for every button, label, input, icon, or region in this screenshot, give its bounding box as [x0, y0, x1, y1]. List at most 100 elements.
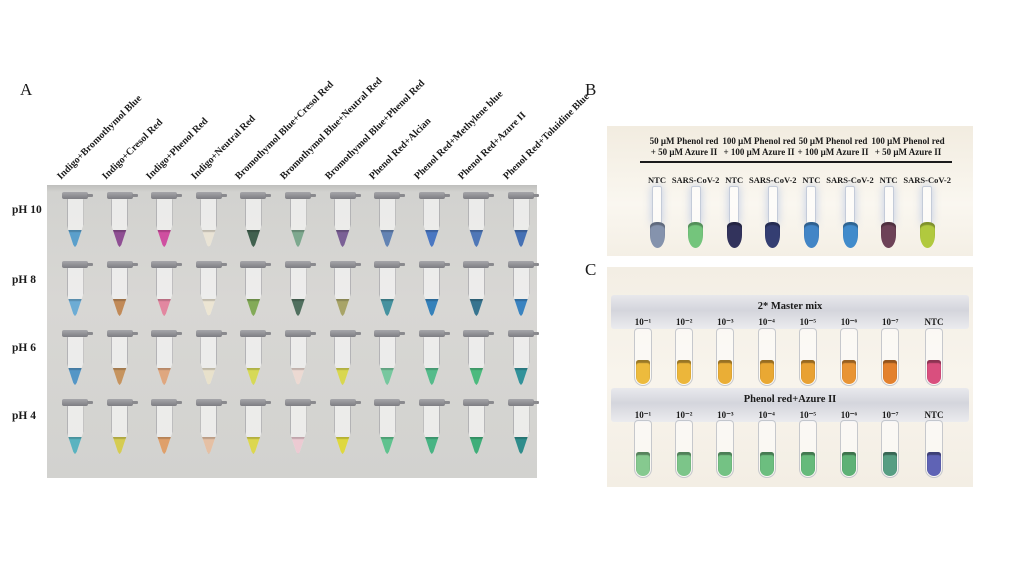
sample-label: NTC — [879, 175, 898, 185]
tube-liquid — [759, 452, 774, 476]
tube — [147, 330, 183, 392]
tube-liquid — [289, 299, 307, 316]
row-title: 2* Master mix — [757, 301, 823, 312]
tube-liquid — [927, 360, 941, 384]
tube-cap — [508, 399, 539, 406]
tube — [802, 186, 820, 250]
tube-cap — [285, 330, 316, 337]
tube-body — [66, 404, 84, 454]
tube-cap — [285, 192, 316, 199]
tube-liquid — [334, 437, 352, 454]
reagent-group-label: 50 μM Phenol red + 100 μM Azure II — [789, 136, 877, 163]
tube-body — [767, 186, 778, 224]
tube-body — [289, 335, 307, 385]
tube-rack — [611, 295, 969, 329]
tube-body — [922, 186, 933, 224]
tube-liquid — [111, 299, 129, 316]
tube-cap — [240, 330, 272, 337]
tube-liquid — [289, 368, 307, 385]
tube-body — [798, 420, 817, 478]
tube-liquid — [66, 299, 84, 316]
tube-liquid — [927, 452, 941, 476]
tube — [326, 399, 361, 461]
tube — [415, 261, 450, 323]
tube-cap — [151, 192, 183, 199]
tube-body — [66, 335, 84, 385]
tube — [147, 399, 183, 461]
tube-liquid — [200, 299, 218, 316]
tube-body — [634, 328, 652, 386]
reagent-group-line2: + 50 μM Azure II — [874, 147, 942, 157]
panel-c-letter: C — [585, 260, 597, 279]
tube — [192, 399, 227, 461]
dilution-label: 10⁻² — [675, 410, 693, 420]
reagent-group-line2: + 100 μM Azure II — [797, 147, 869, 157]
tube — [839, 328, 859, 388]
tube-liquid — [467, 230, 485, 247]
reagent-group-line1: 100 μM Phenol red — [722, 136, 796, 146]
tube-body — [883, 186, 894, 224]
tube — [715, 328, 735, 388]
tube — [504, 261, 539, 323]
tube — [757, 420, 777, 480]
tube-body — [423, 404, 441, 454]
tube-body — [289, 197, 307, 247]
tube-liquid — [842, 222, 858, 248]
tube-cap — [508, 192, 539, 199]
sample-label: SARS-CoV-2 — [671, 175, 720, 185]
tube-liquid — [200, 368, 218, 385]
tube-liquid — [467, 299, 485, 316]
dilution-label: 10⁻³ — [717, 317, 734, 327]
tube-body — [690, 186, 701, 224]
dilution-label: 10⁻⁵ — [799, 410, 817, 420]
tube — [504, 399, 539, 461]
dilution-label: 10⁻² — [675, 317, 693, 327]
tube-liquid — [881, 222, 897, 248]
panel-a-letter: A — [20, 80, 33, 99]
tube-body — [423, 197, 441, 247]
tube-liquid — [883, 452, 898, 476]
panel-b-photo: 50 μM Phenol red + 50 μM Azure II 100 μM P… — [607, 126, 973, 256]
tube-cap — [463, 330, 495, 337]
tube-cap — [106, 261, 138, 268]
tube-body — [925, 420, 943, 478]
panel-b-letter: B — [585, 80, 597, 99]
tube-body — [840, 420, 858, 478]
tube — [757, 328, 777, 388]
tube — [880, 186, 898, 250]
tube-cap — [240, 399, 272, 406]
tube — [725, 186, 743, 250]
tube-liquid — [289, 230, 307, 247]
tube-body — [467, 404, 485, 454]
tube-cap — [62, 261, 93, 268]
tube — [103, 261, 138, 323]
tube-liquid — [467, 437, 485, 454]
tube-body — [111, 197, 129, 247]
tube-liquid — [467, 368, 485, 385]
tube-liquid — [512, 299, 530, 316]
tube — [504, 192, 539, 254]
dilution-label: 10⁻⁶ — [840, 317, 858, 327]
tube-liquid — [512, 230, 530, 247]
tube-liquid — [155, 368, 173, 385]
tube — [58, 192, 93, 254]
tube-liquid — [66, 437, 84, 454]
tube-cap — [374, 399, 406, 406]
tube — [633, 420, 653, 480]
tube-body — [467, 266, 485, 316]
tube-body — [512, 197, 530, 247]
dilution-label: NTC — [924, 317, 944, 327]
tube — [924, 420, 944, 480]
panel-a-photo — [47, 185, 539, 478]
tube-body — [244, 335, 262, 385]
reagent-group-line1: 100 μM Phenol red — [871, 136, 945, 146]
tube-cap — [62, 330, 93, 337]
tube — [281, 261, 316, 323]
tube-liquid — [378, 437, 396, 454]
tube-cap — [418, 261, 450, 268]
tube-liquid — [244, 299, 262, 316]
tube-body — [334, 335, 352, 385]
ph-row-label: pH 4 — [12, 410, 36, 422]
tube-liquid — [677, 360, 692, 384]
